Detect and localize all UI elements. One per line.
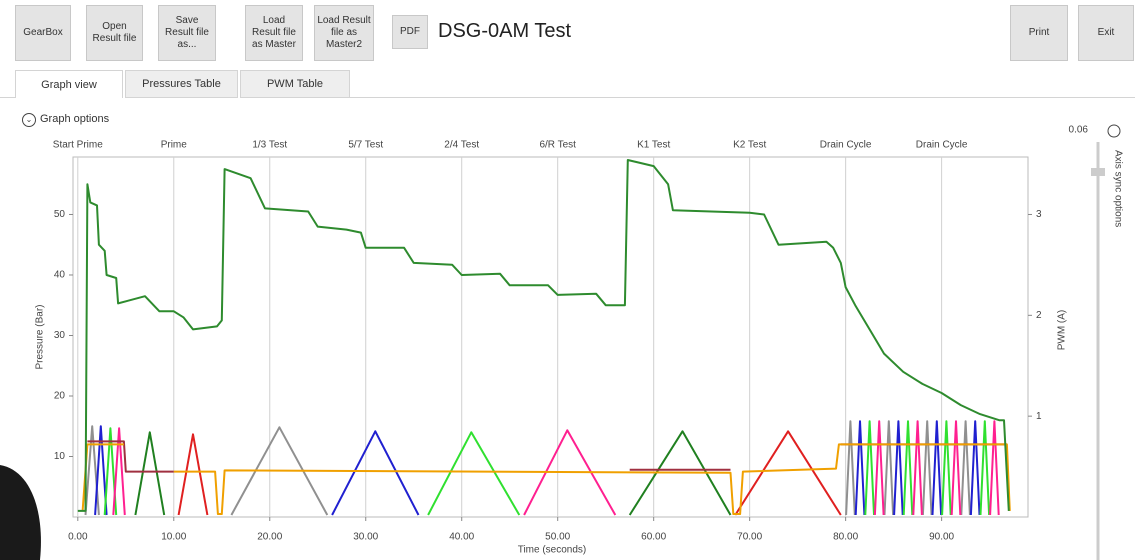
y2-axis-title: PWM (A) (1057, 310, 1068, 351)
x-axis-title: Time (seconds) (518, 545, 587, 556)
section-label: K1 Test (637, 140, 670, 151)
section-label: 1/3 Test (252, 140, 287, 151)
x-tick-label: 90.00 (929, 532, 954, 543)
section-label: K2 Test (733, 140, 766, 151)
y-tick-label: 50 (54, 209, 66, 220)
x-tick-label: 0.00 (68, 532, 88, 543)
y2-tick-label: 1 (1036, 411, 1042, 422)
section-label: 6/R Test (539, 140, 576, 151)
x-tick-label: 20.00 (257, 532, 282, 543)
app-window: GearBox Open Result file Save Result fil… (0, 0, 1135, 560)
section-label: Drain Cycle (820, 140, 872, 151)
y-tick-label: 20 (54, 391, 66, 402)
x-tick-label: 80.00 (833, 532, 858, 543)
x-tick-label: 60.00 (641, 532, 666, 543)
section-label: Drain Cycle (916, 140, 968, 151)
y-axis-title: Pressure (Bar) (35, 304, 46, 369)
chart: Time (seconds) Pressure (Bar) PWM (A) 0.… (0, 0, 1135, 560)
data-line (78, 160, 1009, 511)
x-tick-label: 40.00 (449, 532, 474, 543)
section-label: 5/7 Test (348, 140, 383, 151)
x-tick-label: 30.00 (353, 532, 378, 543)
axis-sync-label: Axis sync options (1112, 150, 1123, 227)
slider-thumb[interactable] (1091, 168, 1105, 176)
y-tick-label: 30 (54, 330, 66, 341)
slider-value: 0.06 (1069, 125, 1089, 136)
x-tick-label: 70.00 (737, 532, 762, 543)
section-label: Start Prime (53, 140, 103, 151)
x-tick-label: 50.00 (545, 532, 570, 543)
y-tick-label: 40 (54, 270, 66, 281)
y-tick-label: 10 (54, 451, 66, 462)
y2-tick-label: 3 (1036, 209, 1042, 220)
x-tick-label: 10.00 (161, 532, 186, 543)
slider-button[interactable] (1108, 125, 1120, 137)
data-line (86, 421, 970, 515)
y2-tick-label: 2 (1036, 310, 1042, 321)
background-object (0, 465, 41, 560)
section-label: 2/4 Test (444, 140, 479, 151)
section-label: Prime (161, 140, 188, 151)
